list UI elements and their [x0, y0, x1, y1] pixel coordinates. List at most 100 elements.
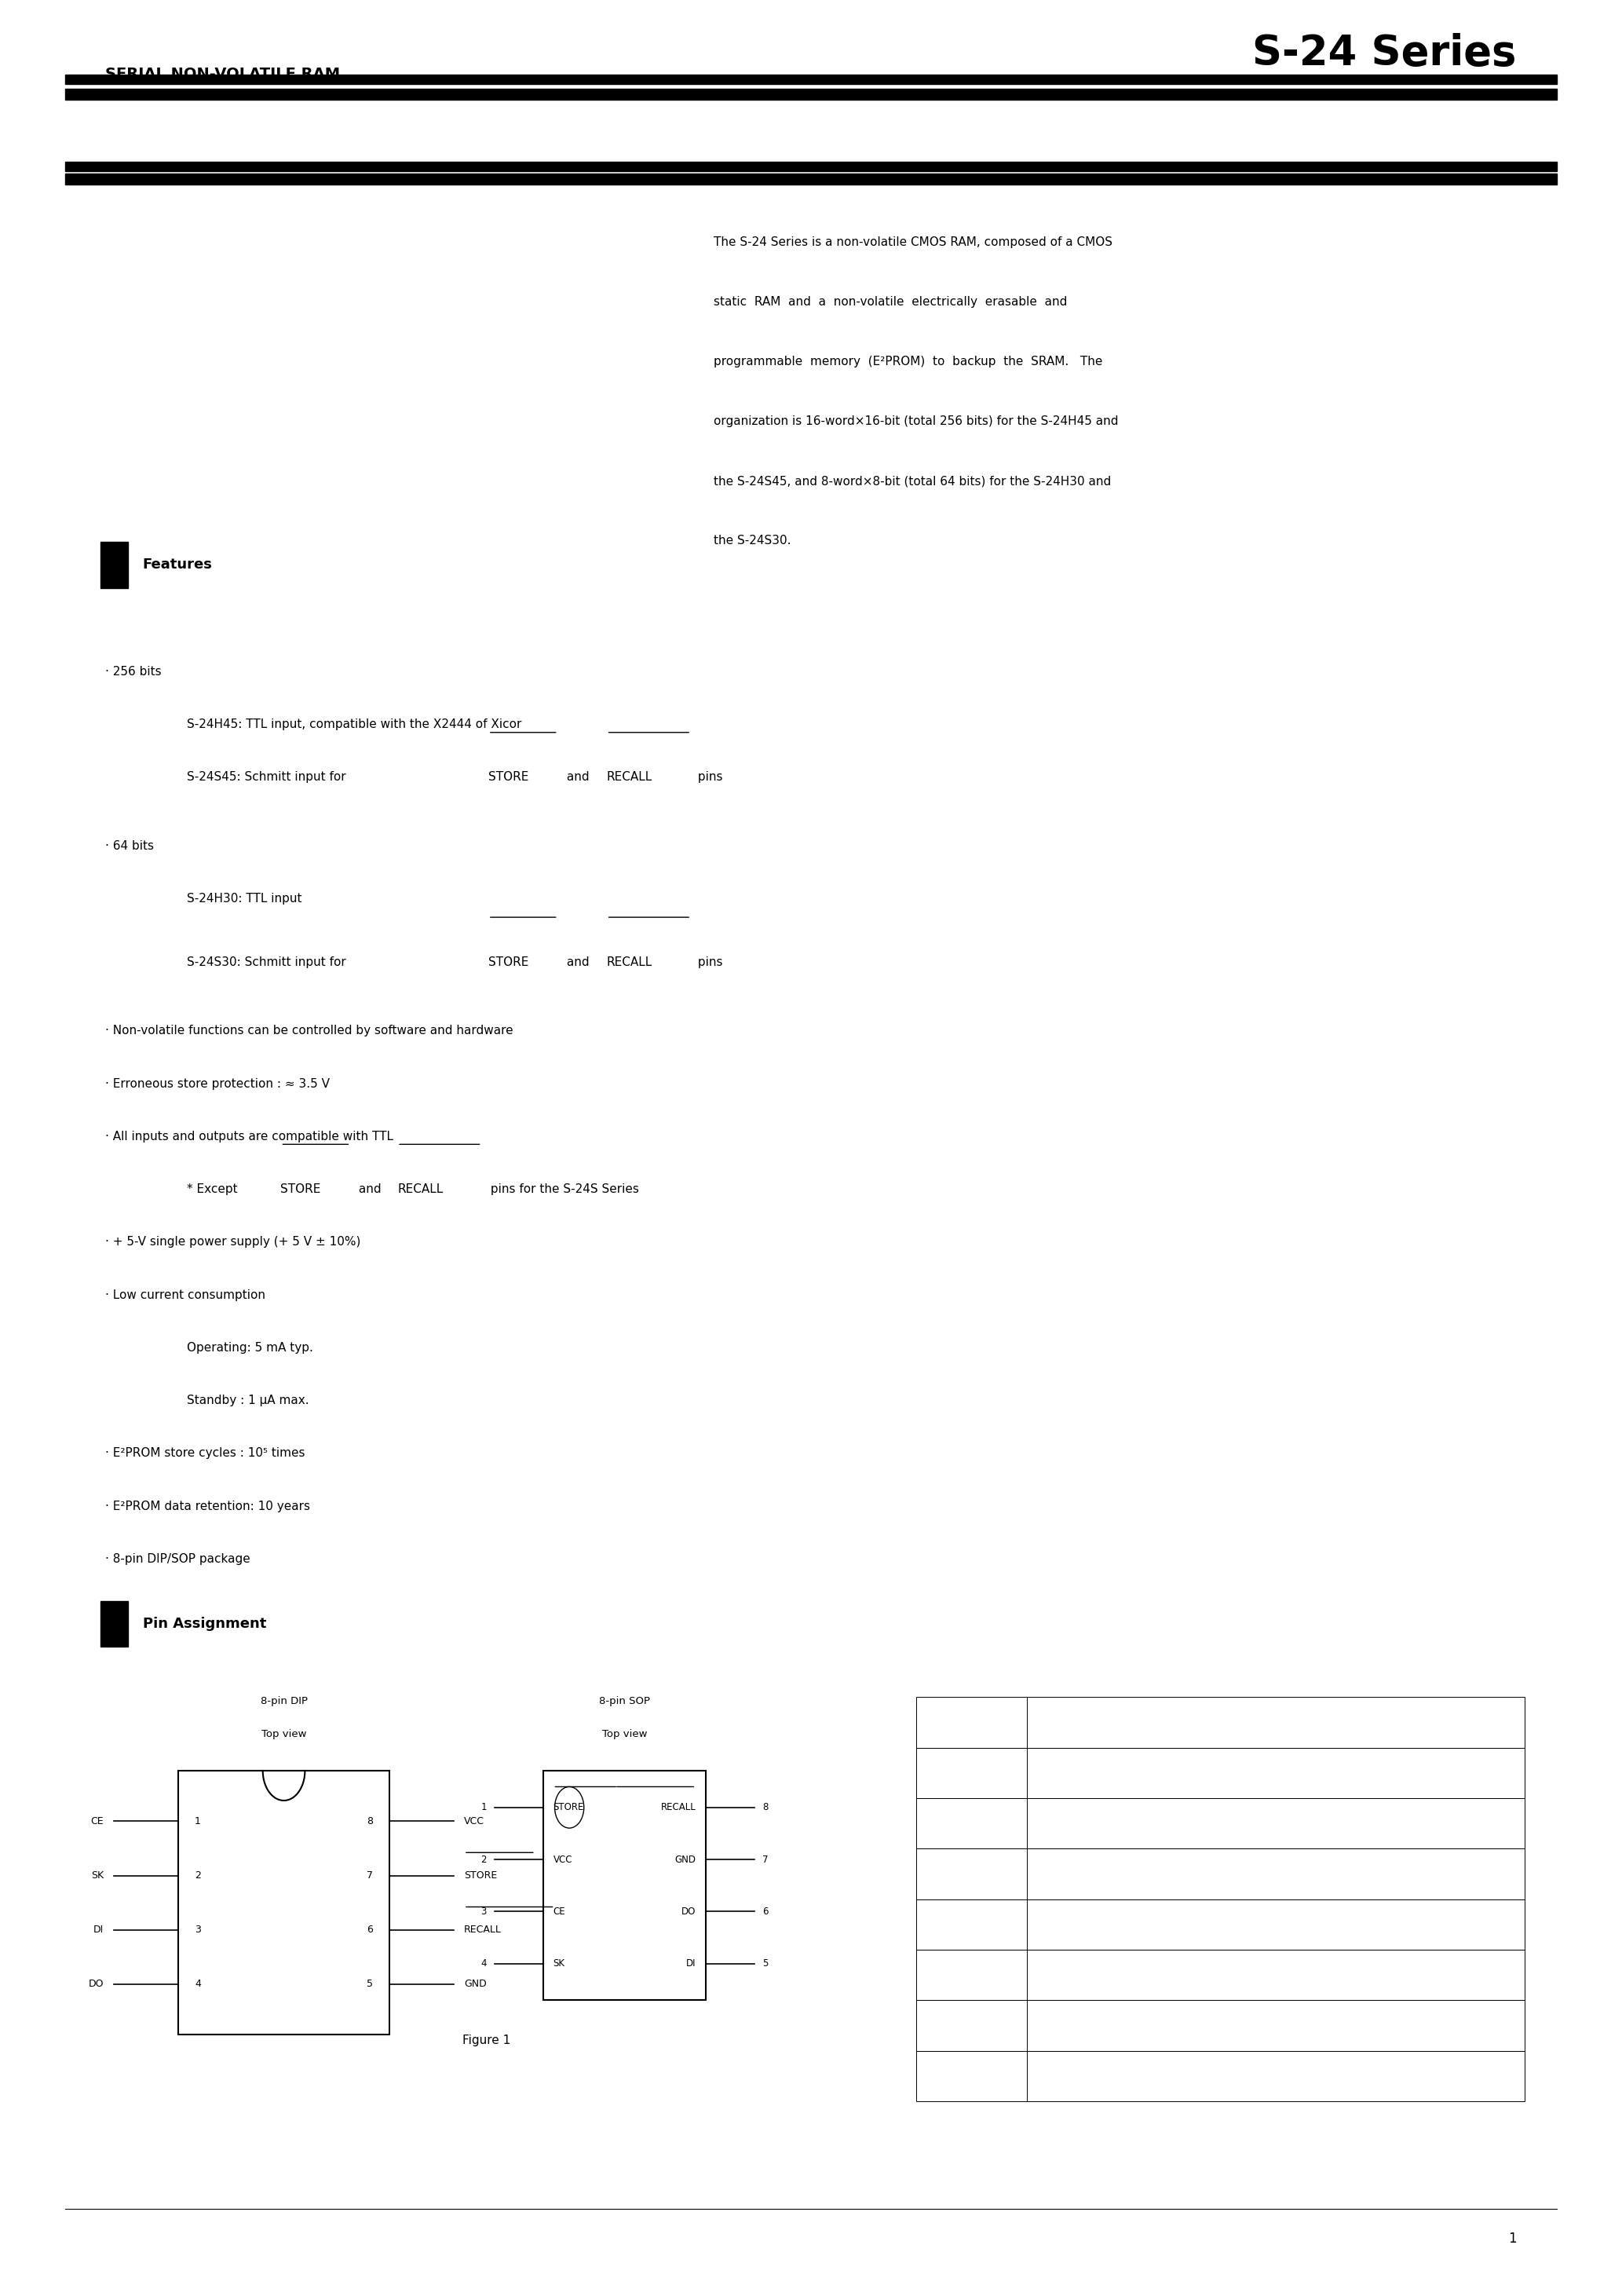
Text: and: and: [355, 1182, 386, 1196]
Text: DO: DO: [681, 1906, 696, 1917]
Text: Features: Features: [143, 558, 212, 572]
Bar: [65, 76, 1557, 85]
Text: · 256 bits: · 256 bits: [105, 666, 162, 677]
Text: The S-24 Series is a non-volatile CMOS RAM, composed of a CMOS: The S-24 Series is a non-volatile CMOS R…: [714, 236, 1113, 248]
Text: the S-24S30.: the S-24S30.: [714, 535, 792, 546]
Bar: [101, 1600, 128, 1646]
Text: DI: DI: [94, 1924, 104, 1936]
Text: 4: 4: [480, 1958, 487, 1968]
Bar: [916, 2050, 1525, 2101]
Text: 5: 5: [762, 1958, 769, 1968]
Text: 4: 4: [195, 1979, 201, 1988]
Text: · 8-pin DIP/SOP package: · 8-pin DIP/SOP package: [105, 1552, 250, 1566]
Text: 3: 3: [195, 1924, 201, 1936]
Text: Recall: Recall: [1043, 1919, 1074, 1929]
Text: STORE: STORE: [488, 771, 529, 783]
Text: · Low current consumption: · Low current consumption: [105, 1288, 266, 1302]
Text: static  RAM  and  a  non-volatile  electrically  erasable  and: static RAM and a non-volatile electrical…: [714, 296, 1067, 308]
Text: Top view: Top view: [261, 1729, 307, 1740]
Text: 6: 6: [762, 1906, 769, 1917]
Text: 1: 1: [480, 1802, 487, 1812]
Text: RECALL: RECALL: [607, 957, 652, 969]
Text: VCC: VCC: [925, 2071, 946, 2080]
Text: 8-pin DIP: 8-pin DIP: [260, 1697, 308, 1706]
Text: Figure 1: Figure 1: [462, 2034, 511, 2046]
Text: 2: 2: [195, 1871, 201, 1880]
Text: programmable  memory  (E²PROM)  to  backup  the  SRAM.   The: programmable memory (E²PROM) to backup t…: [714, 356, 1103, 367]
Text: RECALL: RECALL: [397, 1182, 443, 1196]
Text: · 64 bits: · 64 bits: [105, 840, 154, 852]
Text: DI: DI: [686, 1958, 696, 1968]
Bar: [916, 2000, 1525, 2050]
Text: Pin Assignment: Pin Assignment: [143, 1616, 266, 1630]
Text: 3: 3: [480, 1906, 487, 1917]
Text: DI: DI: [925, 1818, 936, 1828]
Text: CE: CE: [553, 1906, 566, 1917]
Text: Power supply voltage (+ 5 V): Power supply voltage (+ 5 V): [1043, 2071, 1195, 2080]
Text: Operating: 5 mA typ.: Operating: 5 mA typ.: [187, 1341, 313, 1355]
Text: 8: 8: [762, 1802, 769, 1812]
Text: RECALL: RECALL: [925, 1919, 963, 1929]
Bar: [916, 1747, 1525, 1798]
Bar: [916, 1848, 1525, 1899]
Bar: [65, 174, 1557, 186]
Text: and: and: [563, 771, 594, 783]
Bar: [916, 1899, 1525, 1949]
Text: SK: SK: [553, 1958, 564, 1968]
Text: RECALL: RECALL: [464, 1924, 501, 1936]
Text: 1: 1: [195, 1816, 201, 1825]
Text: Serial data output: Serial data output: [1043, 1869, 1137, 1878]
Text: Chip enable: Chip enable: [1043, 1717, 1106, 1727]
Text: GND: GND: [675, 1855, 696, 1864]
Text: STORE: STORE: [925, 1970, 959, 1979]
Text: GND: GND: [464, 1979, 487, 1988]
Text: VCC: VCC: [553, 1855, 573, 1864]
Bar: [916, 1697, 1525, 1747]
Text: STORE: STORE: [553, 1802, 584, 1812]
Text: 5: 5: [367, 1979, 373, 1988]
Text: * Except: * Except: [187, 1182, 242, 1196]
Text: 6: 6: [367, 1924, 373, 1936]
Text: Serial clock: Serial clock: [1043, 1768, 1103, 1777]
Text: Top view: Top view: [602, 1729, 647, 1740]
Text: S-24H30: TTL input: S-24H30: TTL input: [187, 893, 302, 905]
Text: pins: pins: [694, 771, 723, 783]
Text: · E²PROM data retention: 10 years: · E²PROM data retention: 10 years: [105, 1499, 310, 1513]
Text: · E²PROM store cycles : 10⁵ times: · E²PROM store cycles : 10⁵ times: [105, 1446, 305, 1460]
Text: 7: 7: [367, 1871, 373, 1880]
Text: SK: SK: [925, 1768, 938, 1777]
Text: 7: 7: [762, 1855, 769, 1864]
Text: 8: 8: [367, 1816, 373, 1825]
Text: STORE: STORE: [281, 1182, 321, 1196]
Text: DO: DO: [925, 1869, 941, 1878]
Text: Ground: Ground: [1043, 2020, 1082, 2030]
Text: VCC: VCC: [464, 1816, 485, 1825]
Text: 2: 2: [480, 1855, 487, 1864]
Text: CE: CE: [925, 1717, 938, 1727]
Text: S-24S45: Schmitt input for: S-24S45: Schmitt input for: [187, 771, 349, 783]
Text: 1: 1: [1508, 2232, 1517, 2245]
Text: organization is 16-word×16-bit (total 256 bits) for the S-24H45 and: organization is 16-word×16-bit (total 25…: [714, 416, 1119, 427]
Text: RECALL: RECALL: [660, 1802, 696, 1812]
Bar: [916, 1949, 1525, 2000]
Text: · Non-volatile functions can be controlled by software and hardware: · Non-volatile functions can be controll…: [105, 1024, 514, 1038]
Text: Serial data input: Serial data input: [1043, 1818, 1131, 1828]
Bar: [101, 542, 128, 588]
Text: S-24H45: TTL input, compatible with the X2444 of Xicor: S-24H45: TTL input, compatible with the …: [187, 719, 521, 730]
Text: STORE: STORE: [488, 957, 529, 969]
Text: STORE: STORE: [464, 1871, 496, 1880]
Text: RECALL: RECALL: [607, 771, 652, 783]
Text: SK: SK: [91, 1871, 104, 1880]
Text: 8-pin SOP: 8-pin SOP: [599, 1697, 650, 1706]
Text: CE: CE: [91, 1816, 104, 1825]
Bar: [543, 1770, 706, 2000]
Text: the S-24S45, and 8-word×8-bit (total 64 bits) for the S-24H30 and: the S-24S45, and 8-word×8-bit (total 64 …: [714, 475, 1111, 487]
Text: DO: DO: [89, 1979, 104, 1988]
Text: SERIAL NON-VOLATILE RAM: SERIAL NON-VOLATILE RAM: [105, 67, 341, 83]
Text: GND: GND: [925, 2020, 949, 2030]
Text: pins for the S-24S Series: pins for the S-24S Series: [487, 1182, 639, 1196]
Text: · Erroneous store protection : ≈ 3.5 V: · Erroneous store protection : ≈ 3.5 V: [105, 1077, 329, 1091]
Text: S-24S30: Schmitt input for: S-24S30: Schmitt input for: [187, 957, 349, 969]
Text: and: and: [563, 957, 594, 969]
Text: S-24 Series: S-24 Series: [1252, 32, 1517, 73]
